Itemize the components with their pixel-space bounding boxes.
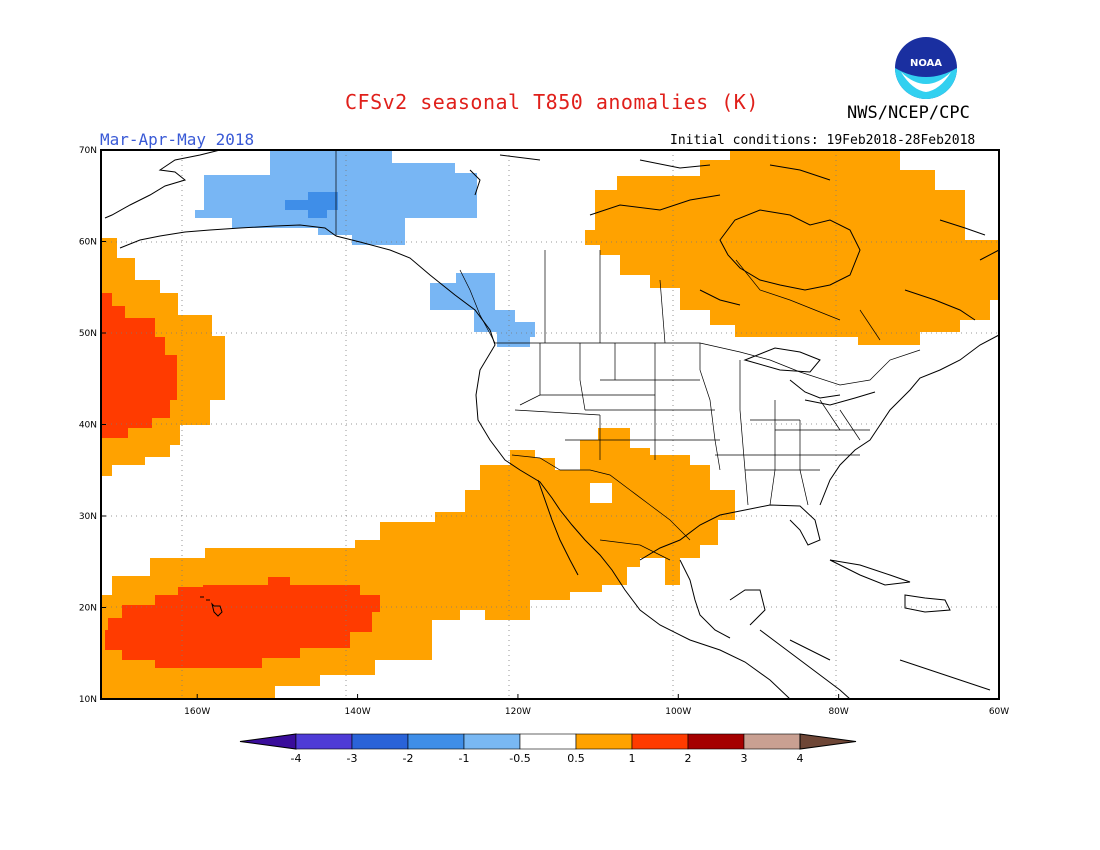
lon-tick-label: 80W xyxy=(828,707,848,717)
negative-anomaly-british-columbia xyxy=(430,273,535,347)
colorbar-label: -3 xyxy=(347,752,358,765)
strong-positive-anomaly-northeast-pacific xyxy=(101,293,177,438)
strong-positive-anomaly-hawaii xyxy=(105,577,380,668)
lon-tick-label: 60W xyxy=(989,707,1009,717)
latitude-labels: 70N 60N 50N 40N 30N 20N 10N xyxy=(79,146,97,705)
lon-tick-label: 140W xyxy=(345,707,371,717)
agency-label: NWS/NCEP/CPC xyxy=(847,103,970,123)
colorbar-high-extension xyxy=(799,733,857,750)
lat-tick-label: 50N xyxy=(79,329,97,339)
colorbar-swatch xyxy=(519,733,577,750)
lat-tick-label: 40N xyxy=(79,421,97,431)
colorbar-swatch xyxy=(407,733,465,750)
lon-tick-label: 160W xyxy=(184,707,210,717)
colorbar-swatch xyxy=(351,733,409,750)
moderate-negative-anomaly-alaska xyxy=(285,192,338,218)
season-label: Mar-Apr-May 2018 xyxy=(100,130,255,149)
colorbar-label: -4 xyxy=(291,752,302,765)
initial-conditions-label: Initial conditions: 19Feb2018-28Feb2018 xyxy=(670,133,976,148)
map-area xyxy=(101,150,999,699)
lon-tick-label: 120W xyxy=(505,707,531,717)
noaa-logo-icon: NOAA xyxy=(895,37,957,99)
colorbar-label: 3 xyxy=(741,752,748,765)
colorbar-swatch xyxy=(295,733,353,750)
lat-tick-label: 20N xyxy=(79,604,97,614)
colorbar-swatch xyxy=(743,733,801,750)
lon-tick-label: 100W xyxy=(665,707,691,717)
colorbar: -4 -3 -2 -1 -0.5 0.5 1 2 3 4 xyxy=(239,733,857,765)
colorbar-label: 2 xyxy=(685,752,692,765)
lat-tick-label: 70N xyxy=(79,146,97,156)
colorbar-swatch xyxy=(631,733,689,750)
colorbar-label: 1 xyxy=(629,752,636,765)
colorbar-low-extension xyxy=(239,733,297,750)
lat-tick-label: 60N xyxy=(79,238,97,248)
longitude-labels: 160W 140W 120W 100W 80W 60W xyxy=(184,707,1009,717)
lat-tick-label: 30N xyxy=(79,512,97,522)
colorbar-label: -1 xyxy=(459,752,470,765)
political-boundaries xyxy=(335,150,921,561)
positive-anomaly-eastern-canada xyxy=(585,150,999,345)
colorbar-label: 0.5 xyxy=(567,752,585,765)
colorbar-label: -0.5 xyxy=(509,752,530,765)
colorbar-label: 4 xyxy=(797,752,804,765)
colorbar-swatch xyxy=(687,733,745,750)
colorbar-swatch xyxy=(575,733,633,750)
noaa-logo-text: NOAA xyxy=(910,58,942,69)
colorbar-label: -2 xyxy=(403,752,414,765)
axis-ticks xyxy=(101,149,1000,700)
lat-tick-label: 10N xyxy=(79,695,97,705)
colorbar-swatch xyxy=(463,733,521,750)
chart-title: CFSv2 seasonal T850 anomalies (K) xyxy=(345,90,759,114)
